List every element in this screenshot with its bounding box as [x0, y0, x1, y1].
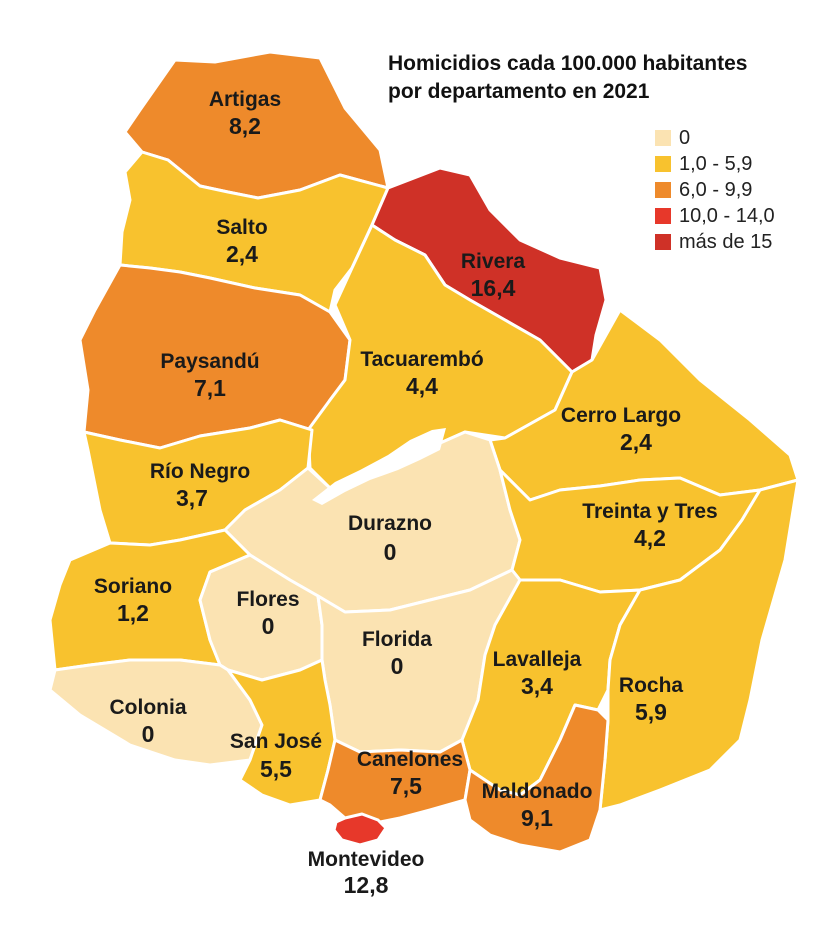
- department-name-colonia: Colonia: [110, 696, 187, 719]
- department-value-canelones: 7,5: [390, 773, 422, 799]
- department-value-rocha: 5,9: [635, 699, 667, 725]
- legend-swatch: [655, 130, 671, 146]
- department-name-lavalleja: Lavalleja: [493, 648, 582, 671]
- legend-item: más de 15: [655, 230, 830, 254]
- legend-swatch: [655, 156, 671, 172]
- department-shapes: [48, 50, 800, 854]
- department-name-tacuarembo: Tacuarembó: [360, 348, 483, 371]
- department-maldonado: [463, 703, 610, 854]
- department-name-rio-negro: Río Negro: [150, 460, 250, 483]
- department-value-durazno: 0: [384, 539, 397, 565]
- legend-item: 0: [655, 126, 830, 150]
- legend-label: 10,0 - 14,0: [679, 204, 775, 227]
- department-canelones: [318, 738, 472, 824]
- department-value-lavalleja: 3,4: [521, 673, 553, 699]
- department-name-paysandu: Paysandú: [160, 350, 259, 373]
- department-name-canelones: Canelones: [357, 748, 463, 771]
- department-tacuarembo: [306, 223, 574, 490]
- legend-item: 6,0 - 9,9: [655, 178, 830, 202]
- department-value-san-jose: 5,5: [260, 756, 292, 782]
- department-name-artigas: Artigas: [209, 88, 281, 111]
- map-title: Homicidios cada 100.000 habitantes por d…: [388, 50, 828, 106]
- department-name-soriano: Soriano: [94, 575, 172, 598]
- department-name-durazno: Durazno: [348, 512, 432, 535]
- department-value-soriano: 1,2: [117, 600, 149, 626]
- department-value-rivera: 16,4: [471, 275, 516, 301]
- department-value-florida: 0: [391, 653, 404, 679]
- department-name-maldonado: Maldonado: [482, 780, 593, 803]
- legend-label: más de 15: [679, 230, 773, 253]
- legend-swatch: [655, 234, 671, 250]
- department-name-flores: Flores: [236, 588, 299, 611]
- department-value-rio-negro: 3,7: [176, 485, 208, 511]
- department-name-florida: Florida: [362, 628, 432, 651]
- reservoir-shape: [312, 428, 446, 505]
- legend-label: 0: [679, 126, 691, 149]
- map-title-line2: por departamento en 2021: [388, 80, 650, 103]
- department-name-treinta-y-tres: Treinta y Tres: [582, 500, 717, 523]
- legend-label: 1,0 - 5,9: [679, 152, 753, 175]
- legend-label: 6,0 - 9,9: [679, 178, 753, 201]
- department-value-flores: 0: [262, 613, 275, 639]
- legend-item: 10,0 - 14,0: [655, 204, 830, 228]
- department-value-montevideo: 12,8: [344, 872, 389, 898]
- department-value-treinta-y-tres: 4,2: [634, 525, 666, 551]
- department-name-montevideo: Montevideo: [308, 848, 425, 871]
- legend-item: 1,0 - 5,9: [655, 152, 830, 176]
- department-name-rivera: Rivera: [461, 250, 526, 273]
- department-value-cerro-largo: 2,4: [620, 429, 652, 455]
- department-montevideo: [332, 812, 388, 847]
- map-title-line1: Homicidios cada 100.000 habitantes: [388, 52, 748, 75]
- department-rocha: [598, 478, 800, 812]
- department-value-salto: 2,4: [226, 241, 258, 267]
- legend-swatch: [655, 182, 671, 198]
- legend-swatch: [655, 208, 671, 224]
- legend: 0 1,0 - 5,9 6,0 - 9,9 10,0 - 14,0 más de…: [655, 126, 830, 256]
- department-value-maldonado: 9,1: [521, 805, 553, 831]
- department-name-rocha: Rocha: [619, 674, 684, 697]
- department-value-colonia: 0: [142, 721, 155, 747]
- department-name-salto: Salto: [216, 216, 267, 239]
- department-name-cerro-largo: Cerro Largo: [561, 404, 681, 427]
- department-value-paysandu: 7,1: [194, 375, 226, 401]
- department-name-san-jose: San José: [230, 730, 322, 753]
- department-value-artigas: 8,2: [229, 113, 261, 139]
- department-value-tacuarembo: 4,4: [406, 373, 438, 399]
